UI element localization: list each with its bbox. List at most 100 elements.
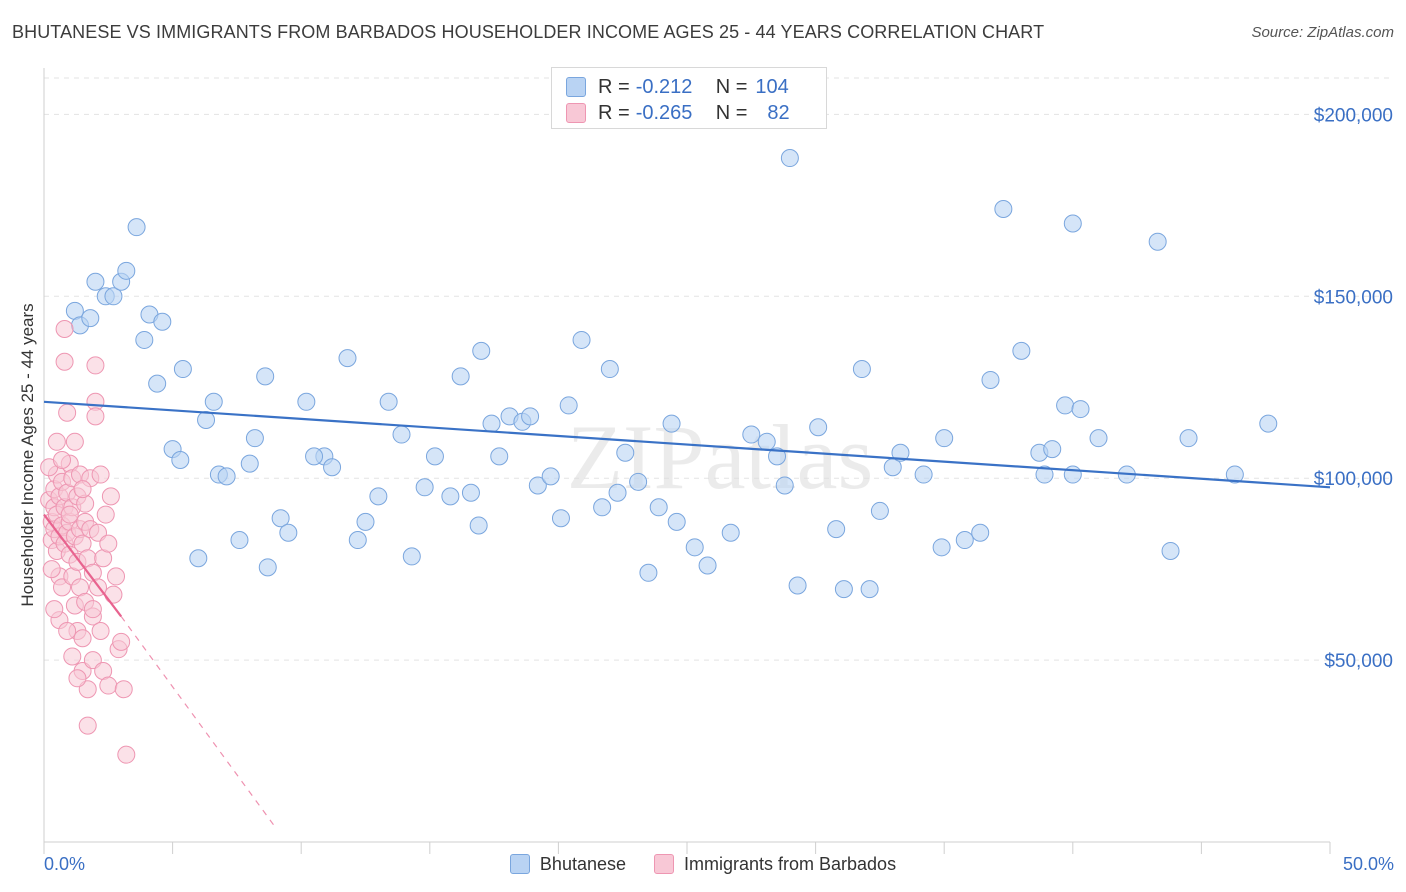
legend-row-bhutanese: R = -0.212 N = 104 (566, 75, 789, 99)
data-point-bhutanese (305, 447, 324, 466)
data-point-barbados (63, 647, 82, 666)
legend-label: Bhutanese (539, 853, 626, 874)
data-point-bhutanese (1179, 429, 1198, 448)
data-point-barbados (55, 320, 74, 339)
data-point-barbados (112, 632, 131, 651)
data-point-bhutanese (189, 549, 208, 568)
data-point-bhutanese (117, 261, 136, 280)
axes (43, 68, 1331, 854)
data-point-bhutanese (891, 443, 910, 462)
data-point-bhutanese (852, 360, 871, 379)
data-point-barbados (91, 621, 110, 640)
data-point-bhutanese (104, 287, 123, 306)
y-tick-label: $150,000 (1314, 287, 1393, 308)
y-tick-label: $50,000 (1324, 651, 1393, 672)
data-point-bhutanese (1161, 541, 1180, 560)
data-point-barbados (91, 465, 110, 484)
data-point-bhutanese (593, 498, 612, 517)
data-point-bhutanese (425, 447, 444, 466)
x-tick-labels: 0.0% 50.0% (44, 854, 1394, 874)
data-point-bhutanese (768, 447, 787, 466)
data-point-barbados (117, 745, 136, 764)
data-point-bhutanese (780, 149, 799, 168)
x-tick-label: 0.0% (44, 854, 85, 874)
data-point-bhutanese (639, 563, 658, 582)
data-point-bhutanese (971, 523, 990, 542)
legend-swatch-blue (509, 854, 530, 874)
data-point-bhutanese (981, 370, 1000, 389)
data-point-bhutanese (616, 443, 635, 462)
data-point-barbados (42, 560, 61, 579)
correlation-legend: R = -0.212 N = 104 R = -0.265 N = 82 (551, 67, 827, 129)
data-point-bhutanese (204, 392, 223, 411)
data-point-bhutanese (441, 487, 460, 506)
data-point-bhutanese (600, 360, 619, 379)
data-point-barbados (96, 505, 115, 524)
data-point-bhutanese (649, 498, 668, 517)
data-point-bhutanese (1071, 400, 1090, 419)
data-point-bhutanese (1035, 465, 1054, 484)
data-point-bhutanese (271, 509, 290, 528)
data-point-bhutanese (757, 432, 776, 451)
data-point-bhutanese (81, 309, 100, 328)
data-point-bhutanese (153, 312, 172, 331)
data-point-bhutanese (629, 472, 648, 491)
data-point-barbados (104, 585, 123, 604)
data-point-bhutanese (279, 523, 298, 542)
n-value: 82 (767, 101, 790, 124)
chart-title: BHUTANESE VS IMMIGRANTS FROM BARBADOS HO… (12, 22, 1045, 42)
data-point-barbados (86, 407, 105, 426)
legend-item-barbados[interactable]: Immigrants from Barbados (654, 854, 896, 875)
r-value: -0.265 (635, 101, 693, 124)
data-point-bhutanese (667, 512, 686, 531)
series-bhutanese-points (65, 149, 1278, 599)
data-point-barbados (58, 621, 77, 640)
data-point-bhutanese (1056, 396, 1075, 415)
data-point-bhutanese (135, 330, 154, 349)
r-label: R = (598, 75, 630, 98)
data-point-bhutanese (788, 576, 807, 595)
trend-extension-barbados (120, 616, 276, 828)
legend-item-bhutanese[interactable]: Bhutanese (509, 853, 626, 875)
data-point-bhutanese (173, 360, 192, 379)
data-point-barbados (55, 352, 74, 371)
data-point-bhutanese (482, 414, 501, 433)
data-point-barbados (114, 680, 133, 699)
data-point-barbados (99, 676, 118, 695)
data-point-bhutanese (86, 272, 105, 291)
data-point-bhutanese (834, 580, 853, 599)
r-label: R = (598, 101, 630, 124)
data-point-barbados (65, 432, 84, 451)
n-value: 104 (755, 75, 789, 98)
data-point-bhutanese (402, 547, 421, 566)
data-point-barbados (86, 356, 105, 375)
data-point-bhutanese (217, 467, 236, 486)
data-point-barbados (73, 629, 92, 648)
data-point-bhutanese (256, 367, 275, 386)
data-point-bhutanese (297, 392, 316, 411)
y-tick-labels: $50,000 $100,000 $150,000 $200,000 (1314, 105, 1393, 672)
data-point-bhutanese (775, 476, 794, 495)
data-point-barbados (83, 600, 102, 619)
data-point-barbados (60, 505, 79, 524)
data-point-bhutanese (230, 531, 249, 550)
legend-swatch-pink (654, 854, 674, 874)
data-point-bhutanese (1259, 414, 1278, 433)
legend-row-barbados: R = -0.265 N = 82 (566, 101, 790, 125)
trend-lines (43, 400, 1331, 828)
n-label: N = (715, 101, 748, 124)
y-axis-label: Householder Income Ages 25 - 44 years (18, 303, 37, 607)
grid-lines (44, 77, 1392, 661)
data-point-barbados (78, 716, 97, 735)
data-point-bhutanese (685, 538, 704, 557)
data-point-bhutanese (148, 374, 167, 393)
data-point-barbados (107, 567, 126, 586)
data-point-bhutanese (240, 454, 259, 473)
data-point-bhutanese (721, 523, 740, 542)
data-point-bhutanese (698, 556, 717, 575)
series-legend: Bhutanese Immigrants from Barbados (0, 852, 1406, 876)
data-point-bhutanese (572, 330, 591, 349)
data-point-bhutanese (559, 396, 578, 415)
series-barbados-points (40, 320, 136, 764)
